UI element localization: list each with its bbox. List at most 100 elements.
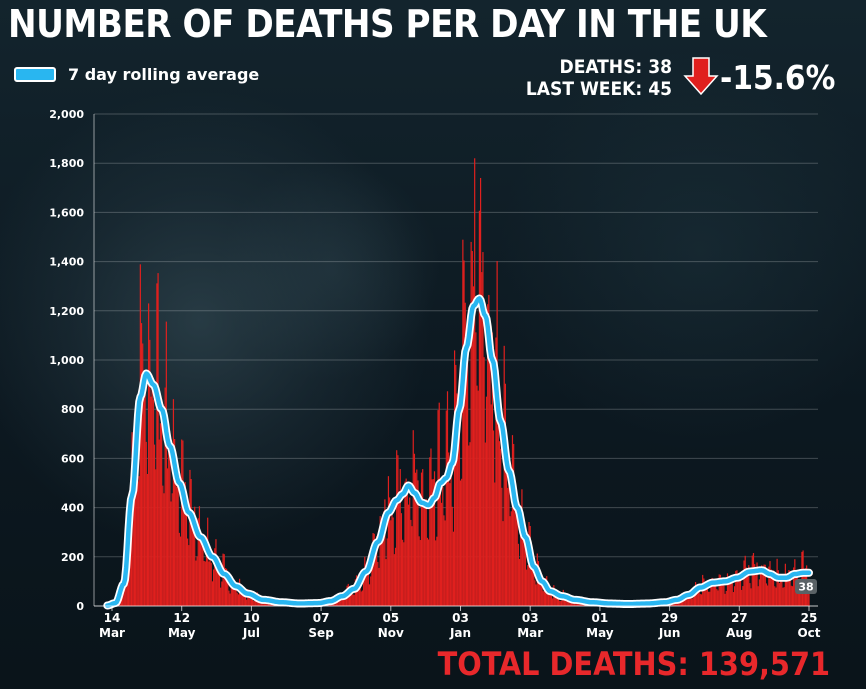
rolling-average-series — [105, 296, 812, 608]
daily-bar — [412, 430, 414, 606]
daily-bar — [363, 570, 365, 606]
daily-bar — [782, 587, 784, 606]
daily-bar — [221, 581, 223, 606]
daily-bar — [376, 536, 378, 606]
daily-bar — [340, 595, 342, 606]
daily-bar — [549, 588, 551, 606]
y-tick-label: 1,200 — [49, 305, 84, 318]
daily-bar — [548, 588, 550, 606]
daily-bar — [710, 578, 712, 606]
daily-bar — [191, 515, 193, 606]
daily-bar — [182, 440, 184, 606]
y-tick-label: 1,000 — [49, 354, 84, 367]
daily-bar — [179, 536, 182, 606]
daily-bar — [409, 497, 411, 606]
daily-bar — [442, 487, 444, 606]
daily-bar — [262, 602, 264, 606]
daily-bar — [764, 564, 766, 606]
daily-bar — [471, 251, 473, 607]
daily-bar — [261, 602, 263, 606]
daily-bar — [224, 568, 227, 606]
daily-bar — [704, 587, 706, 606]
daily-bar — [490, 404, 492, 606]
daily-bar — [135, 424, 137, 606]
daily-bar — [168, 450, 170, 606]
daily-bar — [387, 476, 390, 606]
daily-bar — [384, 499, 386, 606]
daily-bar — [787, 574, 789, 606]
daily-bar — [357, 589, 359, 606]
daily-bar — [746, 571, 749, 606]
daily-bar — [422, 469, 424, 606]
daily-bar — [488, 294, 490, 606]
daily-bar — [433, 471, 436, 606]
daily-bar — [450, 477, 452, 606]
daily-bar — [482, 252, 484, 606]
daily-bar — [555, 595, 557, 606]
daily-bar — [416, 469, 418, 606]
daily-bar — [808, 584, 810, 606]
daily-bar — [567, 601, 569, 606]
daily-bar — [122, 594, 124, 606]
daily-bar — [378, 567, 380, 606]
daily-bar — [521, 489, 523, 606]
daily-bar — [456, 393, 458, 606]
daily-bar — [542, 591, 544, 606]
daily-bar — [794, 559, 796, 606]
daily-bar — [188, 545, 190, 606]
daily-bar — [178, 532, 180, 606]
daily-bar — [425, 498, 427, 606]
daily-bar — [754, 564, 756, 606]
daily-bar — [687, 594, 690, 606]
daily-bar — [377, 561, 379, 606]
daily-bar — [566, 597, 568, 606]
daily-bar — [494, 482, 496, 606]
x-tick-day: 10 — [243, 611, 260, 625]
daily-bar — [411, 526, 413, 606]
x-tick-month: Mar — [99, 626, 125, 640]
daily-bar — [726, 573, 729, 606]
daily-bar — [470, 241, 472, 607]
weekly-change: -15.6% — [720, 58, 836, 97]
daily-bar — [749, 583, 751, 606]
daily-bar — [791, 586, 794, 606]
last-value-text: 38 — [798, 581, 813, 594]
daily-bar — [717, 590, 719, 606]
daily-bar — [458, 385, 460, 606]
daily-bar — [462, 239, 464, 606]
daily-bar — [335, 602, 338, 606]
deaths-last-week: LAST WEEK: 45 — [525, 78, 672, 100]
daily-bar — [709, 591, 711, 606]
daily-bar — [235, 588, 237, 606]
daily-bar — [706, 583, 709, 606]
daily-bar — [201, 541, 203, 606]
daily-bar — [784, 563, 786, 606]
daily-bar — [187, 538, 189, 606]
x-tick-day: 27 — [731, 611, 748, 625]
daily-bar — [464, 302, 466, 606]
daily-bar — [209, 555, 211, 606]
daily-bar — [151, 385, 153, 606]
daily-bar — [233, 589, 235, 606]
daily-bar — [415, 472, 417, 606]
x-tick-day: 12 — [173, 611, 190, 625]
daily-bar — [379, 516, 381, 606]
daily-bar — [246, 599, 248, 606]
daily-bar — [392, 517, 394, 606]
daily-bar — [385, 559, 387, 606]
daily-bar — [780, 574, 782, 606]
daily-bar — [423, 500, 425, 606]
daily-bar — [543, 590, 545, 606]
daily-bar — [498, 441, 501, 606]
daily-bar — [789, 570, 791, 606]
daily-bar — [358, 586, 360, 606]
daily-bar — [463, 260, 465, 606]
daily-bar — [181, 439, 183, 606]
daily-bar — [183, 508, 185, 606]
daily-bar — [489, 354, 491, 606]
daily-bar — [163, 493, 165, 606]
daily-bar — [228, 590, 230, 606]
daily-bar — [518, 558, 521, 606]
daily-bar — [350, 586, 352, 606]
daily-bar — [716, 589, 718, 606]
